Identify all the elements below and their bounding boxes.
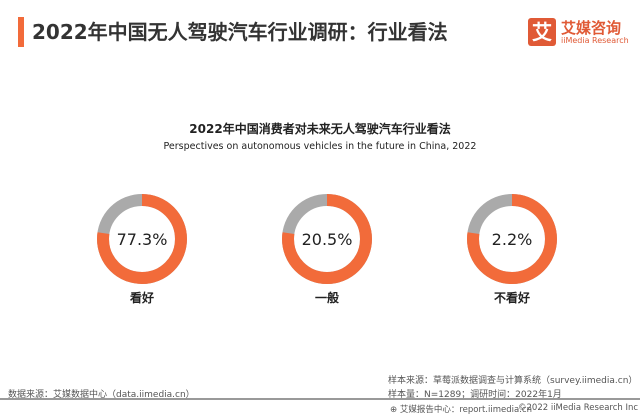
sample-source: 样本来源：草莓派数据调查与计算系统（survey.iimedia.cn） [388, 376, 638, 386]
donut-label: 看好 [129, 291, 154, 305]
logo-icon: 艾 [528, 18, 556, 46]
donut-segment-2 [467, 194, 557, 284]
title-accent-bar [18, 17, 24, 47]
donut-segment-0 [97, 194, 187, 284]
donut-value-label: 20.5% [302, 230, 353, 249]
report-center-text: 艾媒报告中心：report.iimedia.cn [399, 405, 532, 415]
logo-subtext: iiMedia Research [561, 36, 629, 45]
donut-value-label: 77.3% [117, 230, 168, 249]
sample-size: 样本量：N=1289；调研时间：2022年1月 [388, 390, 562, 400]
donut-label: 一般 [314, 291, 339, 305]
report-center: ⊕ 艾媒报告中心：report.iimedia.cn [390, 403, 532, 415]
report-icon: ⊕ [390, 405, 400, 415]
chart-title: 2022年中国消费者对未来无人驾驶汽车行业看法 [189, 122, 451, 136]
copyright: ©2022 iiMedia Research Inc [518, 403, 639, 413]
footer-divider [0, 398, 640, 400]
donut-label: 不看好 [493, 291, 530, 305]
data-source: 数据来源：艾媒数据中心（data.iimedia.cn） [8, 390, 195, 400]
donut-value-label: 2.2% [492, 230, 533, 249]
logo-text: 艾媒咨询 [561, 19, 622, 37]
chart-subtitle: Perspectives on autonomous vehicles in t… [163, 141, 477, 152]
page-title: 2022年中国无人驾驶汽车行业调研：行业看法 [32, 20, 448, 44]
donut-segment-1 [282, 194, 372, 284]
